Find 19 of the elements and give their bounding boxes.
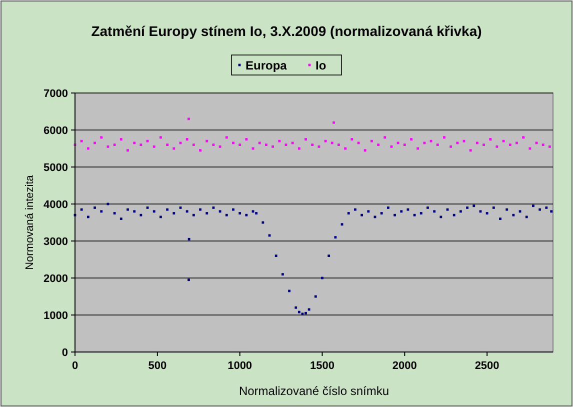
y-tick-label: 2000	[44, 273, 68, 285]
x-tick-label: 500	[148, 360, 167, 372]
y-tick-label: 3000	[44, 236, 68, 248]
x-tick-label: 2500	[474, 360, 500, 372]
x-tick-label: 0	[72, 360, 78, 372]
legend-label: Europa	[246, 58, 288, 72]
y-tick-label: 0	[62, 347, 68, 359]
y-axis-title: Normovaná intezita	[24, 174, 36, 270]
x-tick-label: 1500	[310, 360, 334, 372]
y-tick-label: 7000	[44, 88, 68, 100]
y-tick-label: 4000	[44, 199, 68, 211]
x-tick-label: 1000	[228, 360, 252, 372]
x-axis-title: Normalizované číslo snímku	[238, 384, 390, 398]
y-tick-label: 5000	[44, 162, 68, 174]
y-tick-label: 6000	[44, 125, 68, 137]
x-tick-label: 2000	[392, 360, 417, 372]
legend-label: Io	[316, 58, 326, 72]
chart-title: Zatmění Europy stínem Io, 3.X.2009 (normalizovaná křivka)	[91, 23, 482, 39]
y-tick-label: 1000	[44, 310, 68, 322]
